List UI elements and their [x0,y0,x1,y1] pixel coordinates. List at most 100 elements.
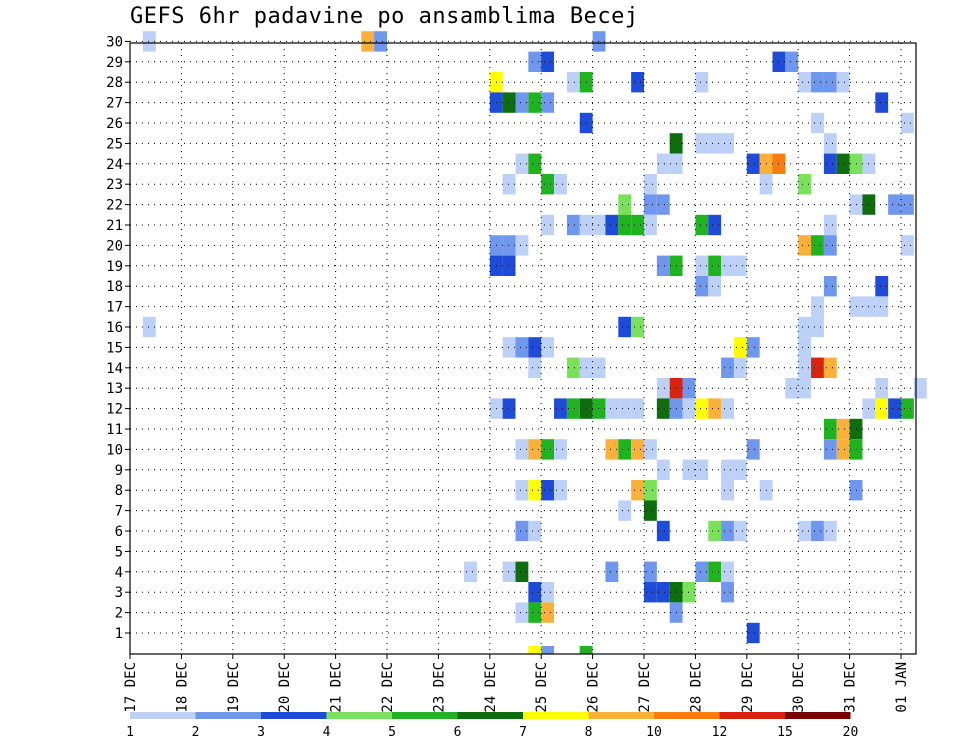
x-tick-label: 27 DEC [637,662,653,713]
heatmap-cell [618,194,632,215]
heatmap-cell [592,214,606,236]
legend-swatch [457,712,523,719]
y-tick-label: 2 [115,606,123,622]
heatmap-cell [798,337,812,358]
heatmap-cell [605,214,619,236]
grid-layer [130,40,916,654]
heatmap-cell [631,439,644,460]
heatmap-cell [733,520,747,542]
heatmap-cell [721,398,734,419]
y-tick-label: 12 [106,402,123,418]
heatmap-cell [644,582,657,603]
heatmap-cell [708,520,722,542]
y-tick-label: 4 [115,565,123,581]
y-tick-label: 11 [106,422,123,438]
heatmap-cell [631,480,644,501]
heatmap-cell [708,255,722,276]
y-tick-label: 6 [115,524,123,540]
heatmap-cell [901,235,914,256]
heatmap-cell [746,337,760,358]
y-tick-label: 25 [106,136,123,152]
heatmap-cell [502,255,516,276]
heatmap-cell [515,337,529,358]
legend-swatch [588,712,654,719]
chart-title: GEFS 6hr padavine po ansamblima Becej [130,4,639,29]
heatmap-cell [541,602,555,623]
x-tick-label: 28 DEC [688,662,704,713]
heatmap-cell [836,418,850,440]
y-tick-label: 19 [106,259,123,275]
heatmap-cell [811,72,824,93]
y-tick-label: 10 [106,442,123,458]
heatmap-cell [811,357,824,378]
heatmap-cell [721,582,734,603]
heatmap-cell [811,316,824,338]
heatmap-cell [656,582,670,603]
heatmap-cell [823,133,837,154]
heatmap-cell [618,439,632,460]
x-axis: 17 DEC 18 DEC 19 DEC 20 DEC 21 DEC 22 DEC 23 D… [123,654,910,713]
x-tick-label: 20 DEC [277,662,293,713]
legend-label: 1 [126,725,134,740]
legend-label: 8 [585,725,593,740]
y-tick-label: 27 [106,96,123,112]
heatmap-cell [785,51,799,72]
heatmap-cell [528,480,542,501]
heatmap-cell [823,214,837,236]
heatmap-cell [631,72,644,93]
heatmap-cell [528,646,542,654]
legend-swatch [719,712,785,719]
heatmap-cell [515,520,529,542]
heatmap-cell [913,378,927,399]
y-tick-label: 18 [106,279,123,295]
heatmap-cell [142,31,156,52]
heatmap-cell [901,112,914,134]
heatmap-cell [541,646,555,654]
heatmap-cell [901,194,914,215]
color-legend: 1 2 3 4 5 6 7 8 10 12 15 20 [126,712,858,740]
heatmap-cell [836,72,850,93]
legend-label: 2 [192,725,200,740]
heatmap-cell [695,133,709,154]
heatmap-cell [695,72,709,93]
x-tick-label: 01 JAN [894,662,910,713]
heatmap-cell [785,378,799,399]
heatmap-cell [528,337,542,358]
heatmap-cell [811,296,824,317]
y-tick-label: 8 [115,483,123,499]
heatmap-cell [708,398,722,419]
heatmap-cell [875,276,889,297]
heatmap-cell [605,439,619,460]
heatmap-cell [695,561,709,582]
legend-label: 20 [843,725,859,740]
y-tick-label: 3 [115,585,123,601]
heatmap-cell [875,398,889,419]
y-tick-label: 28 [106,75,123,91]
legend-label: 5 [388,725,396,740]
y-tick-label: 5 [115,544,123,560]
heatmap-cell [631,316,644,338]
heatmap-cell [823,153,837,174]
y-tick-label: 16 [106,320,123,336]
heatmap-cell [823,357,837,378]
x-tick-label: 30 DEC [791,662,807,713]
heatmap-cell [811,235,824,256]
y-tick-label: 15 [106,340,123,356]
heatmap-cell [579,646,593,654]
heatmap-cell [592,398,606,419]
cells-layer [142,31,927,654]
heatmap-cell [798,520,812,542]
heatmap-cell [502,174,516,195]
heatmap-cell [502,235,516,256]
heatmap-cell [721,133,734,154]
heatmap-cell [733,337,747,358]
y-tick-label: 1 [115,626,123,642]
legend-label: 7 [519,725,527,740]
heatmap-cell [541,582,555,603]
heatmap-cell [875,378,889,399]
legend-swatch [785,712,851,719]
heatmap-cell [644,194,657,215]
heatmap-cell [554,398,567,419]
heatmap-cell [721,357,734,378]
